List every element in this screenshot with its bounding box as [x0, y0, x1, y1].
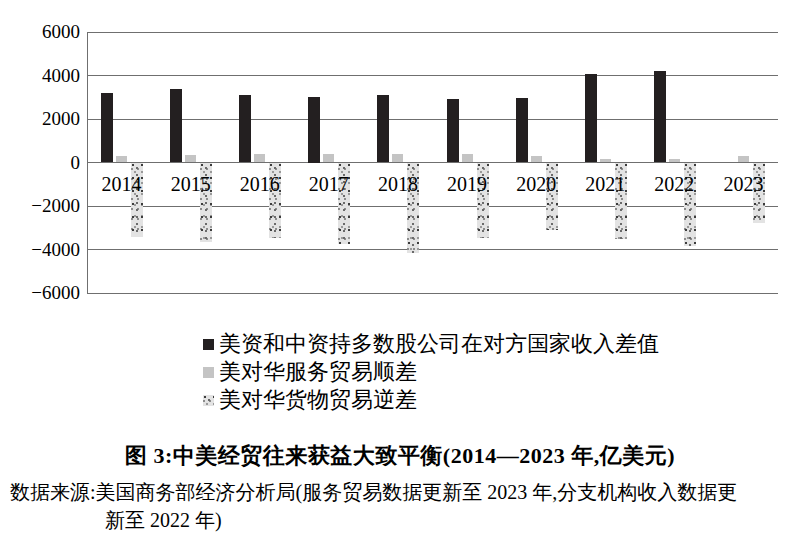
x-axis-year-label: 2023 — [709, 171, 778, 197]
bar-chart: 6000 4000 2000 0 −2000 −4000 −6000 201420152016… — [0, 0, 800, 320]
gridline — [87, 119, 778, 120]
y-axis-tick-label: 0 — [0, 151, 80, 175]
x-axis-year-label: 2015 — [156, 171, 225, 197]
y-axis-tick-label: −4000 — [0, 238, 80, 262]
x-axis-year-label: 2022 — [640, 171, 709, 197]
gridline — [87, 293, 778, 294]
chart-legend: 美资和中资持多数股公司在对方国家收入差值 美对华服务贸易顺差 美对华货物贸易逆差 — [203, 330, 659, 414]
bar-income-diff-2014 — [101, 93, 113, 163]
legend-marker-speckled-square-icon — [203, 395, 214, 406]
bar-income-diff-2016 — [239, 95, 251, 162]
bar-services-surplus-2019 — [462, 154, 473, 162]
bar-income-diff-2020 — [516, 98, 528, 162]
legend-marker-gray-square-icon — [203, 367, 214, 378]
bar-services-surplus-2016 — [254, 154, 265, 163]
y-axis-line — [87, 32, 88, 293]
gridline — [87, 32, 778, 33]
bar-services-surplus-2014 — [116, 156, 127, 163]
x-axis-year-label: 2014 — [87, 171, 156, 197]
bar-services-surplus-2015 — [185, 155, 196, 163]
legend-label-income-diff: 美资和中资持多数股公司在对方国家收入差值 — [219, 330, 659, 358]
bar-services-surplus-2020 — [531, 156, 542, 162]
y-axis-tick-label: 4000 — [0, 64, 80, 88]
legend-item-income-diff: 美资和中资持多数股公司在对方国家收入差值 — [203, 330, 659, 358]
bar-services-surplus-2023 — [738, 156, 749, 163]
bar-services-surplus-2022 — [669, 159, 680, 162]
x-axis-year-label: 2019 — [433, 171, 502, 197]
legend-label-services-surplus: 美对华服务贸易顺差 — [219, 358, 417, 386]
x-axis-year-label: 2018 — [363, 171, 432, 197]
bar-income-diff-2021 — [585, 74, 597, 163]
source-line-2: 新至 2022 年) — [105, 507, 222, 534]
bar-services-surplus-2021 — [600, 159, 611, 163]
y-axis-tick-label: 2000 — [0, 107, 80, 131]
bar-services-surplus-2017 — [323, 154, 334, 163]
source-line-1: 数据来源:美国商务部经济分析局(服务贸易数据更新至 2023 年,分支机构收入数… — [10, 479, 737, 506]
bar-income-diff-2017 — [308, 97, 320, 162]
bar-services-surplus-2018 — [392, 154, 403, 163]
x-axis-year-label: 2020 — [502, 171, 571, 197]
legend-marker-black-square-icon — [203, 339, 214, 350]
x-axis-year-label: 2021 — [571, 171, 640, 197]
figure-title: 图 3:中美经贸往来获益大致平衡(2014—2023 年,亿美元) — [0, 441, 800, 471]
gridline — [87, 249, 778, 250]
bar-income-diff-2015 — [170, 89, 182, 163]
y-axis-tick-label: −2000 — [0, 194, 80, 218]
legend-item-services-surplus: 美对华服务贸易顺差 — [203, 358, 659, 386]
figure-page: 6000 4000 2000 0 −2000 −4000 −6000 201420152016… — [0, 0, 800, 555]
x-axis-year-label: 2016 — [225, 171, 294, 197]
y-axis-tick-label: 6000 — [0, 20, 80, 44]
gridline — [87, 75, 778, 76]
bar-income-diff-2018 — [377, 95, 389, 162]
bar-income-diff-2022 — [654, 71, 666, 162]
legend-item-goods-deficit: 美对华货物贸易逆差 — [203, 386, 659, 414]
legend-label-goods-deficit: 美对华货物贸易逆差 — [219, 386, 417, 414]
y-axis-tick-label: −6000 — [0, 281, 80, 305]
gridline — [87, 206, 778, 207]
x-axis-year-label: 2017 — [294, 171, 363, 197]
bar-income-diff-2019 — [447, 99, 459, 162]
